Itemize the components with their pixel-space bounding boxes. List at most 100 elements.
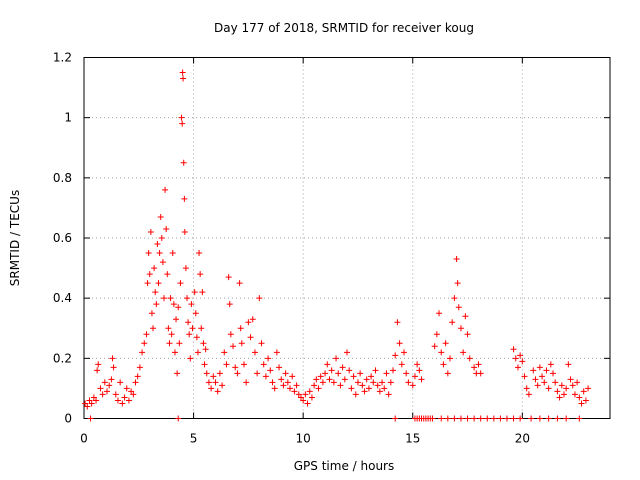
data-point [363, 376, 370, 383]
x-tick-label: 5 [190, 432, 198, 446]
data-point [194, 349, 201, 356]
data-point [238, 340, 245, 347]
data-point [240, 361, 247, 368]
data-point [453, 256, 460, 263]
y-tick-label: 0.2 [53, 351, 72, 365]
data-point [169, 250, 176, 257]
data-point [164, 271, 171, 278]
data-point [214, 388, 221, 395]
data-point [337, 382, 344, 389]
data-point [273, 349, 280, 356]
data-point [196, 250, 203, 257]
data-point [141, 340, 148, 347]
data-point [471, 364, 478, 371]
data-point [376, 388, 383, 395]
data-point [219, 382, 226, 389]
data-point [414, 361, 421, 368]
data-point [514, 364, 521, 371]
data-point [405, 379, 412, 386]
data-point [226, 301, 233, 308]
data-point [304, 400, 311, 407]
data-point [90, 394, 97, 401]
data-point [208, 385, 215, 392]
data-point [123, 385, 130, 392]
data-point [510, 346, 517, 353]
data-point [180, 75, 187, 82]
data-point [387, 379, 394, 386]
data-point [134, 373, 141, 380]
data-point [330, 379, 337, 386]
data-point [109, 355, 116, 362]
data-point [148, 310, 155, 317]
data-point [381, 385, 388, 392]
data-point [455, 304, 462, 311]
grid-lines [84, 57, 610, 419]
data-point [153, 301, 160, 308]
y-tick-label: 0.4 [53, 291, 72, 305]
data-point [536, 364, 543, 371]
data-point [525, 391, 532, 398]
data-point [282, 370, 289, 377]
data-point [539, 373, 546, 380]
data-point [108, 376, 115, 383]
data-point [517, 415, 524, 422]
data-point [278, 376, 285, 383]
data-point [454, 280, 461, 287]
data-point [569, 382, 576, 389]
data-point [193, 334, 200, 341]
data-point [287, 385, 294, 392]
data-point [313, 376, 320, 383]
y-axis-label: SRMTID / TECUs [8, 190, 22, 286]
data-point [99, 391, 106, 398]
data-point [530, 367, 537, 374]
data-point [121, 394, 128, 401]
data-point [308, 394, 315, 401]
data-point [227, 331, 234, 338]
data-point [254, 370, 261, 377]
data-point [372, 367, 379, 374]
data-point [112, 391, 119, 398]
data-point [497, 415, 504, 422]
data-point [350, 373, 357, 380]
data-point [477, 370, 484, 377]
data-point [554, 388, 561, 395]
data-point [324, 361, 331, 368]
data-point [429, 415, 436, 422]
data-point [189, 325, 196, 332]
data-point [185, 319, 192, 326]
data-point [585, 385, 592, 392]
data-point [354, 379, 361, 386]
data-point [184, 295, 191, 302]
data-point [440, 361, 447, 368]
data-point [451, 415, 458, 422]
data-point [466, 355, 473, 362]
data-point [216, 370, 223, 377]
x-tick-label: 0 [80, 432, 88, 446]
data-point [475, 361, 482, 368]
data-point [176, 340, 183, 347]
data-point [523, 385, 530, 392]
data-point [87, 415, 94, 422]
data-point [541, 379, 548, 386]
data-point [258, 340, 265, 347]
data-point [232, 364, 239, 371]
data-point [166, 340, 173, 347]
data-point [267, 367, 274, 374]
data-point [582, 397, 589, 404]
data-point [179, 69, 186, 76]
data-point [155, 280, 162, 287]
data-point [175, 304, 182, 311]
data-point [457, 415, 464, 422]
data-point [152, 289, 159, 296]
data-point [543, 367, 550, 374]
data-point [319, 379, 326, 386]
data-point [271, 385, 278, 392]
data-point [168, 331, 175, 338]
data-point [197, 271, 204, 278]
data-point [234, 370, 241, 377]
data-point [335, 370, 342, 377]
data-point [576, 415, 583, 422]
data-point [534, 382, 541, 389]
data-point [532, 376, 539, 383]
data-point [260, 361, 267, 368]
